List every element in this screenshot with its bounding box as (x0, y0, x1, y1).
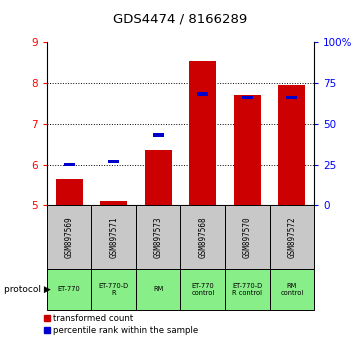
Bar (278, 85, 305, 205)
Text: ET-770-D
R control: ET-770-D R control (232, 283, 262, 296)
Bar (197, 92, 208, 96)
Bar (180, 205, 225, 269)
Bar (286, 96, 297, 99)
Bar (136, 269, 180, 310)
Bar (145, 150, 171, 205)
Bar (64, 163, 75, 166)
Text: GDS4474 / 8166289: GDS4474 / 8166289 (113, 12, 248, 25)
Bar (225, 269, 270, 310)
Bar (190, 61, 216, 205)
Text: GSM897572: GSM897572 (287, 216, 296, 258)
Text: GSM897568: GSM897568 (198, 216, 207, 258)
Bar (242, 96, 253, 99)
Text: GSM897571: GSM897571 (109, 216, 118, 258)
Text: ET-770
control: ET-770 control (191, 283, 214, 296)
Bar (270, 269, 314, 310)
Bar (180, 269, 225, 310)
Bar (136, 205, 180, 269)
Text: RM
control: RM control (280, 283, 304, 296)
Text: protocol ▶: protocol ▶ (4, 285, 51, 294)
Text: ET-770: ET-770 (58, 286, 81, 292)
Bar (56, 179, 83, 205)
Bar (100, 201, 127, 205)
Bar (91, 205, 136, 269)
Bar (234, 96, 261, 205)
Text: GSM897570: GSM897570 (243, 216, 252, 258)
Bar (108, 160, 119, 163)
Text: GSM897569: GSM897569 (65, 216, 74, 258)
Legend: transformed count, percentile rank within the sample: transformed count, percentile rank withi… (44, 314, 199, 335)
Bar (47, 205, 91, 269)
Bar (47, 269, 91, 310)
Text: GSM897573: GSM897573 (154, 216, 163, 258)
Bar (153, 133, 164, 137)
Bar (270, 205, 314, 269)
Text: RM: RM (153, 286, 164, 292)
Bar (225, 205, 270, 269)
Text: ET-770-D
R: ET-770-D R (99, 283, 129, 296)
Bar (91, 269, 136, 310)
